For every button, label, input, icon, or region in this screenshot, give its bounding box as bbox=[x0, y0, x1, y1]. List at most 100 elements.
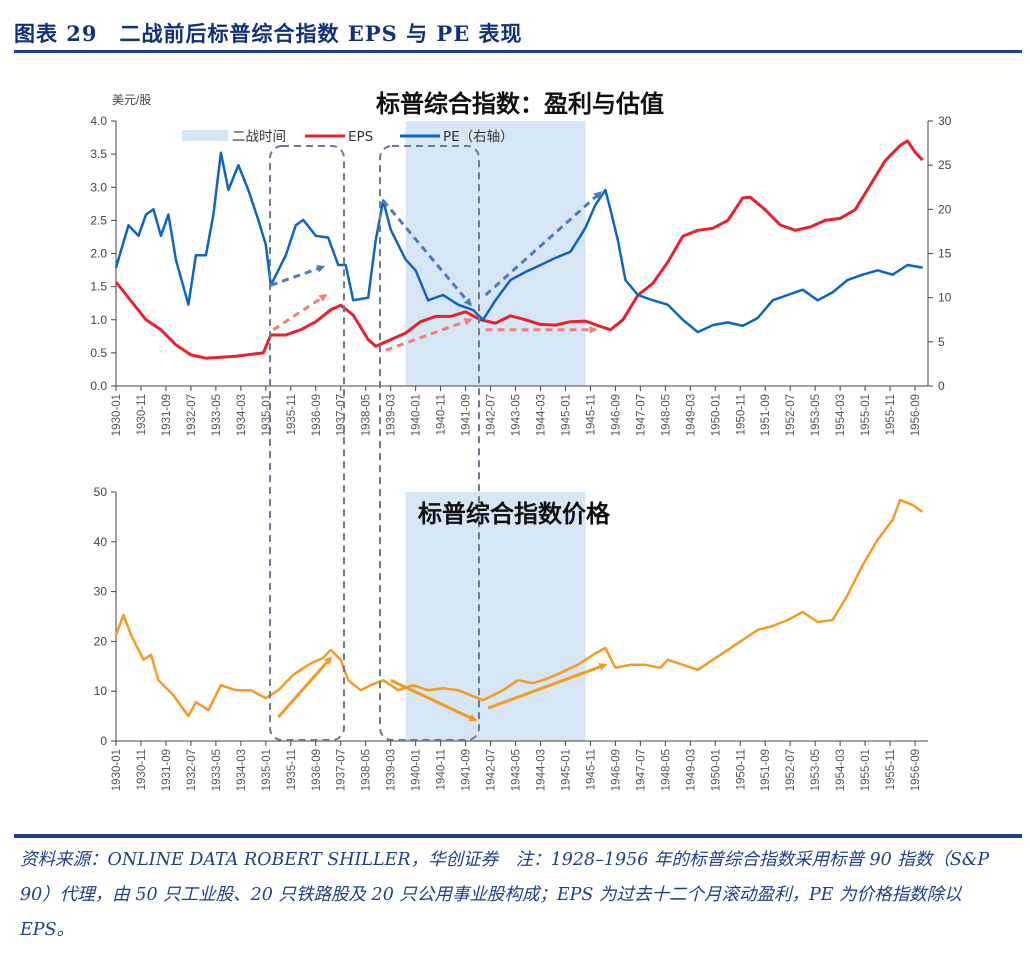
top-y-unit-label: 美元/股 bbox=[112, 93, 151, 107]
bottom-left-tick-label: 0 bbox=[100, 734, 107, 748]
bottom-left-tick-label: 50 bbox=[94, 485, 108, 499]
top-x-tick-label: 1953-05 bbox=[810, 394, 822, 436]
legend-ww2-swatch bbox=[182, 130, 228, 141]
top-x-tick-label: 1954-03 bbox=[835, 394, 847, 436]
bottom-left-tick-label: 30 bbox=[94, 585, 108, 599]
top-x-tick-label: 1949-03 bbox=[685, 394, 697, 436]
bottom-x-tick-label: 1950-01 bbox=[710, 749, 722, 791]
price-trend-arrow bbox=[390, 678, 478, 722]
top-x-tick-label: 1945-11 bbox=[585, 394, 597, 435]
bottom-x-tick-label: 1931-09 bbox=[161, 749, 173, 791]
legend-pe-label: PE（右轴） bbox=[443, 129, 514, 145]
bottom-left-tick-label: 20 bbox=[94, 634, 108, 648]
footer-divider bbox=[14, 834, 1022, 838]
top-right-tick-label: 5 bbox=[938, 335, 945, 349]
bottom-x-tick-label: 1940-11 bbox=[436, 749, 448, 790]
top-x-tick-label: 1952-07 bbox=[785, 394, 797, 436]
top-x-tick-label: 1947-07 bbox=[635, 394, 647, 436]
bottom-x-tick-label: 1949-03 bbox=[685, 749, 697, 791]
source-note: 资料来源：ONLINE DATA ROBERT SHILLER，华创证券 注：1… bbox=[20, 850, 990, 940]
top-left-tick-label: 2.0 bbox=[90, 247, 107, 261]
bottom-x-tick-label: 1936-09 bbox=[311, 749, 323, 791]
top-right-tick-label: 10 bbox=[938, 291, 952, 305]
top-right-tick-label: 0 bbox=[938, 379, 945, 393]
top-x-tick-label: 1930-01 bbox=[111, 394, 123, 436]
top-x-tick-label: 1955-11 bbox=[885, 394, 897, 435]
bottom-x-tick-label: 1950-11 bbox=[735, 749, 747, 790]
bottom-x-tick-label: 1935-01 bbox=[261, 749, 273, 791]
bottom-x-tick-label: 1932-07 bbox=[186, 749, 198, 791]
top-left-tick-label: 3.5 bbox=[90, 147, 107, 161]
bottom-x-tick-label: 1938-05 bbox=[361, 749, 373, 791]
top-x-tick-label: 1951-09 bbox=[760, 394, 772, 436]
bottom-x-tick-label: 1944-03 bbox=[535, 749, 547, 791]
bottom-x-tick-label: 1941-09 bbox=[461, 749, 473, 791]
bottom-x-tick-label: 1942-07 bbox=[486, 749, 498, 791]
top-x-tick-label: 1956-09 bbox=[910, 394, 922, 436]
legend-ww2-label: 二战时间 bbox=[232, 129, 286, 145]
pe-line bbox=[114, 151, 923, 334]
bottom-x-tick-label: 1955-11 bbox=[885, 749, 897, 790]
top-x-tick-label: 1955-01 bbox=[860, 394, 872, 436]
top-right-tick-label: 15 bbox=[938, 247, 952, 261]
top-x-tick-label: 1946-09 bbox=[610, 394, 622, 436]
top-x-tick-label: 1940-01 bbox=[411, 394, 423, 436]
top-x-tick-label: 1945-01 bbox=[560, 394, 572, 436]
bottom-x-tick-label: 1951-09 bbox=[760, 749, 772, 791]
highlight-box-1935-1937 bbox=[269, 145, 345, 741]
bottom-x-tick-label: 1952-07 bbox=[785, 749, 797, 791]
top-x-tick-label: 1930-11 bbox=[136, 394, 148, 435]
bottom-left-tick-label: 10 bbox=[94, 684, 108, 698]
pe-trend-arrow bbox=[484, 191, 602, 297]
bottom-x-tick-label: 1930-11 bbox=[136, 749, 148, 790]
top-x-tick-label: 1934-03 bbox=[236, 394, 248, 436]
top-left-tick-label: 1.0 bbox=[90, 313, 107, 327]
highlight-box-1938-1942 bbox=[379, 145, 480, 741]
top-x-tick-label: 1940-11 bbox=[436, 394, 448, 435]
bottom-x-tick-label: 1945-01 bbox=[560, 749, 572, 791]
bottom-x-tick-label: 1955-01 bbox=[860, 749, 872, 791]
top-x-tick-label: 1942-07 bbox=[486, 394, 498, 436]
top-x-tick-label: 1939-03 bbox=[386, 394, 398, 436]
eps-trend-arrow bbox=[385, 318, 473, 352]
title-divider bbox=[14, 50, 1022, 53]
bottom-x-tick-label: 1930-01 bbox=[111, 749, 123, 791]
bottom-x-tick-label: 1937-07 bbox=[336, 749, 348, 791]
top-ww2-shading bbox=[405, 121, 586, 386]
bottom-x-tick-label: 1935-11 bbox=[286, 749, 298, 790]
bottom-x-tick-label: 1943-05 bbox=[511, 749, 523, 791]
top-x-tick-label: 1944-03 bbox=[535, 394, 547, 436]
bottom-x-tick-label: 1940-01 bbox=[411, 749, 423, 791]
price-trend-arrow bbox=[487, 663, 608, 710]
bottom-chart-title: 标普综合指数价格 bbox=[418, 500, 611, 528]
top-x-tick-label: 1935-11 bbox=[286, 394, 298, 435]
top-left-tick-label: 1.5 bbox=[90, 280, 107, 294]
top-x-tick-label: 1950-01 bbox=[710, 394, 722, 436]
bottom-x-tick-label: 1947-07 bbox=[635, 749, 647, 791]
top-left-tick-label: 3.0 bbox=[90, 180, 107, 194]
pe-trend-arrow bbox=[270, 264, 326, 287]
top-x-tick-label: 1948-05 bbox=[660, 394, 672, 436]
top-left-tick-label: 2.5 bbox=[90, 213, 107, 227]
top-x-tick-label: 1938-05 bbox=[361, 394, 373, 436]
bottom-x-tick-label: 1946-09 bbox=[610, 749, 622, 791]
top-x-tick-label: 1937-07 bbox=[336, 394, 348, 436]
eps-trend-arrow bbox=[272, 293, 328, 331]
figure-title: 图表 29 二战前后标普综合指数 EPS 与 PE 表现 bbox=[14, 21, 523, 46]
bottom-x-tick-label: 1948-05 bbox=[660, 749, 672, 791]
bottom-x-tick-label: 1953-05 bbox=[810, 749, 822, 791]
legend-eps-label: EPS bbox=[348, 129, 373, 145]
top-left-tick-label: 4.0 bbox=[90, 114, 107, 128]
top-right-tick-label: 20 bbox=[938, 202, 952, 216]
top-x-tick-label: 1943-05 bbox=[511, 394, 523, 436]
pe-trend-arrow bbox=[382, 199, 472, 307]
top-x-tick-label: 1936-09 bbox=[311, 394, 323, 436]
bottom-x-tick-label: 1933-05 bbox=[211, 749, 223, 791]
bottom-x-tick-label: 1939-03 bbox=[386, 749, 398, 791]
price-trend-arrow bbox=[277, 656, 333, 719]
bottom-ww2-shading bbox=[405, 492, 586, 741]
top-right-tick-label: 25 bbox=[938, 158, 952, 172]
top-x-tick-label: 1932-07 bbox=[186, 394, 198, 436]
bottom-x-tick-label: 1945-11 bbox=[585, 749, 597, 790]
bottom-x-tick-label: 1954-03 bbox=[835, 749, 847, 791]
